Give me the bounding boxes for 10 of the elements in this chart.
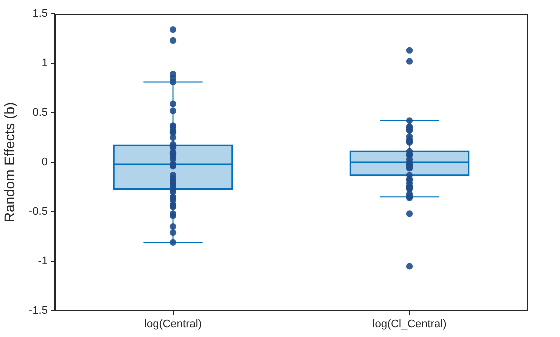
y-tick-label: -0.5 [29,206,48,218]
y-tick-label: 1 [42,58,48,70]
x-tick-label: log(Cl_Central) [372,318,447,331]
y-tick-label: -1.5 [29,305,48,318]
y-tick-label: 0 [42,156,48,169]
y-tick-label: -1 [38,256,48,268]
y-tick-label: 1.5 [32,8,48,20]
x-tick-label: log(Central) [144,318,202,331]
y-axis-title: Random Effects (b) [1,102,18,223]
y-tick-label: 0.5 [32,107,48,120]
